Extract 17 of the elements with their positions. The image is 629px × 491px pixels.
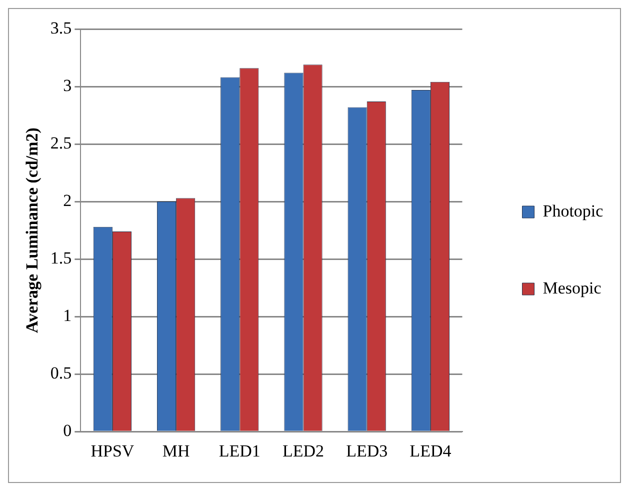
y-tick-label: 0.5: [50, 364, 72, 383]
x-tick-label: LED2: [282, 441, 324, 460]
x-tick-label: HPSV: [90, 441, 135, 460]
y-tick-label: 3: [63, 76, 72, 95]
y-tick-label: 3.5: [50, 18, 72, 38]
x-tick-label: LED1: [218, 441, 260, 460]
y-axis-title: Average Luminance (cd/m2): [22, 128, 42, 334]
legend-label: Mesopic: [542, 278, 602, 298]
y-tick-label: 0: [63, 421, 72, 440]
x-tick-label: LED4: [410, 441, 452, 460]
y-tick-label: 1: [63, 306, 72, 326]
x-tick-label: LED3: [346, 441, 388, 460]
y-tick-label: 1.5: [50, 248, 72, 268]
legend-label: Photopic: [542, 201, 604, 220]
x-tick-label: MH: [162, 441, 190, 460]
y-tick-label: 2: [63, 191, 72, 210]
y-tick-label: 2.5: [50, 133, 72, 152]
